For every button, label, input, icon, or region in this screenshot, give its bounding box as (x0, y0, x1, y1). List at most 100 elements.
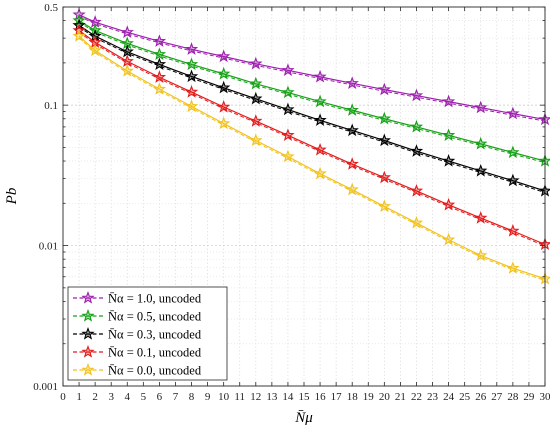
legend-swatch-marker (81, 327, 95, 340)
series-marker (409, 144, 424, 157)
x-tick-label: 11 (234, 391, 245, 403)
legend: N̄α = 1.0, uncoded N̄α = 0.5, uncoded N̄α … (67, 286, 228, 381)
x-tick-label: 17 (331, 391, 343, 403)
x-tick-label: 19 (363, 391, 375, 403)
series-marker (184, 42, 199, 55)
series-marker (88, 43, 102, 57)
series-marker (409, 215, 424, 229)
series-marker (377, 170, 391, 184)
legend-label: N̄α = 1.0, uncoded (108, 292, 202, 306)
series-3 (72, 23, 550, 251)
series-2 (72, 18, 550, 197)
series-0 (72, 7, 550, 126)
series-dashed-line (78, 37, 546, 281)
series-marker (217, 80, 231, 94)
x-tick-label: 0 (60, 391, 66, 403)
y-tick-label: 0.001 (33, 381, 58, 393)
series-marker (184, 57, 199, 71)
series-marker (506, 145, 520, 159)
legend-label: N̄α = 0.3, uncoded (108, 328, 202, 342)
x-tick-label: 30 (540, 391, 550, 403)
series-marker (441, 197, 456, 211)
x-tick-label: 4 (125, 391, 131, 403)
x-tick-label: 29 (523, 391, 535, 403)
series-1 (72, 13, 550, 167)
x-tick-label: 27 (491, 391, 503, 403)
series-marker (506, 106, 520, 120)
x-tick-label: 5 (141, 391, 147, 403)
series-layer (72, 7, 550, 285)
series-marker (249, 133, 263, 147)
y-tick-label: 0.1 (44, 100, 58, 112)
series-marker (313, 113, 327, 126)
x-tick-label: 16 (315, 391, 327, 403)
legend-entry: N̄α = 0.0, uncoded (73, 363, 202, 378)
x-tick-label: 18 (347, 391, 359, 403)
series-marker (345, 157, 359, 170)
x-tick-label: 6 (157, 391, 163, 403)
series-marker (345, 123, 359, 137)
series-marker (506, 224, 520, 237)
series-dashed-line (78, 26, 546, 194)
series-marker (313, 94, 327, 108)
x-tick-label: 15 (299, 391, 311, 403)
series-line (78, 30, 546, 245)
series-marker (184, 69, 199, 83)
series-marker (152, 34, 167, 47)
x-tick-label: 23 (427, 391, 439, 403)
series-marker (184, 85, 199, 98)
series-marker (152, 47, 167, 61)
series-marker (345, 182, 359, 196)
series-line (78, 24, 546, 192)
legend-label: N̄α = 0.0, uncoded (108, 364, 202, 378)
x-tick-label: 25 (459, 391, 471, 403)
x-tick-label: 14 (282, 391, 294, 403)
legend-label: N̄α = 0.5, uncoded (108, 310, 202, 324)
series-marker (474, 100, 488, 114)
series-marker (217, 66, 231, 80)
x-tick-label: 22 (411, 391, 422, 403)
series-marker (377, 133, 391, 147)
series-marker (281, 85, 295, 99)
legend-swatch-marker (81, 291, 95, 304)
series-marker (120, 54, 134, 68)
y-tick-label: 0.01 (39, 241, 58, 253)
x-tick-label: 2 (92, 391, 98, 403)
legend-entry: N̄α = 1.0, uncoded (73, 291, 202, 306)
series-marker (249, 114, 263, 127)
series-line (78, 35, 546, 280)
y-tick-labels: 0.001 0.01 0.1 0.5 (33, 2, 58, 393)
series-dashed-line (78, 31, 546, 247)
series-marker (441, 128, 456, 141)
x-tick-label: 7 (173, 391, 179, 403)
series-marker (249, 76, 263, 90)
series-marker (441, 232, 456, 246)
series-marker (120, 64, 134, 77)
series-marker (217, 49, 231, 63)
legend-entry: N̄α = 0.5, uncoded (73, 309, 202, 324)
x-tick-label: 1 (76, 391, 82, 403)
series-marker (313, 142, 327, 156)
series-marker (249, 56, 263, 70)
series-marker (409, 183, 424, 197)
series-marker (249, 91, 263, 105)
series-marker (120, 44, 134, 58)
tick-marks (62, 6, 546, 387)
series-line (78, 20, 546, 162)
legend-entry: N̄α = 0.1, uncoded (73, 345, 202, 360)
legend-swatch-marker (81, 345, 95, 358)
x-tick-label: 12 (250, 391, 261, 403)
x-tick-label: 10 (218, 391, 230, 403)
series-marker (441, 154, 456, 167)
x-tick-label: 3 (108, 391, 114, 403)
legend-entry: N̄α = 0.3, uncoded (73, 327, 202, 342)
series-marker (72, 29, 86, 42)
legend-entries: N̄α = 1.0, uncoded N̄α = 0.5, uncoded N̄α … (73, 291, 202, 378)
series-dashed-line (78, 15, 546, 122)
legend-swatch-marker (81, 363, 95, 376)
series-dashed-line (78, 21, 546, 164)
x-tick-label: 28 (507, 391, 519, 403)
series-marker (152, 70, 167, 83)
x-axis-label: N̄μ (294, 410, 313, 426)
series-4 (72, 29, 550, 285)
